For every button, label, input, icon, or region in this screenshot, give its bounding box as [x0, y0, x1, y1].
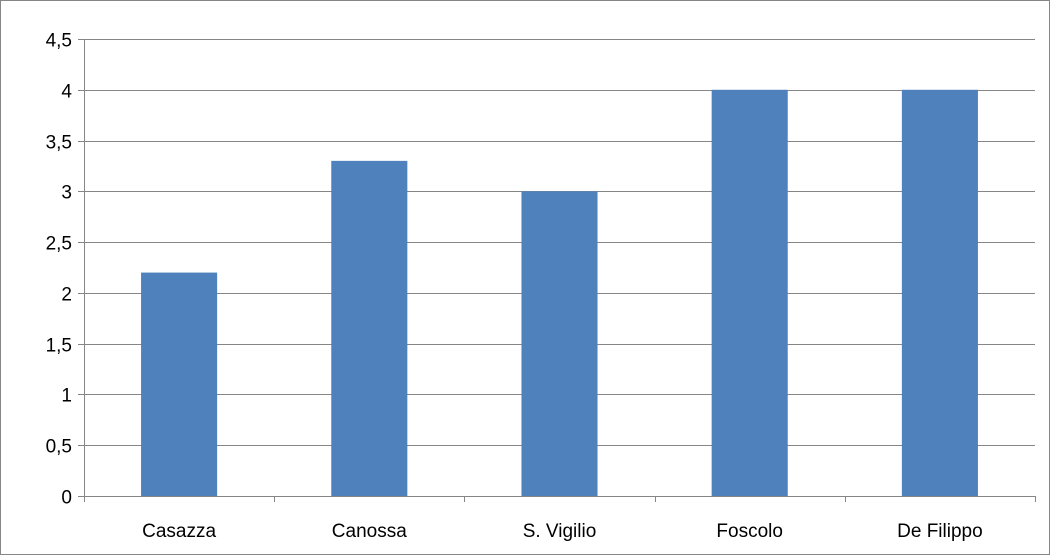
bars [141, 89, 978, 497]
bar [521, 191, 598, 497]
bar [901, 89, 978, 497]
bar [711, 89, 788, 497]
x-category-labels: Casazza Canossa S. Vigilio Foscolo De Filipp… [142, 521, 983, 542]
x-category-label: Casazza [142, 521, 216, 542]
x-category-label: De Filippo [897, 521, 983, 542]
x-category-label: Foscolo [716, 521, 783, 542]
y-tick-label: 1,5 [46, 336, 72, 357]
y-tick-label: 2,5 [46, 234, 72, 255]
x-category-label: S. Vigilio [523, 521, 597, 542]
y-tick-label: 0,5 [46, 437, 72, 458]
y-tick-label: 3,5 [46, 133, 72, 154]
y-tick-label: 1 [61, 386, 72, 407]
y-tick-label: 2 [61, 285, 72, 306]
y-tick-labels: 0 0,5 1 1,5 2 2,5 3 3,5 4 4,5 [46, 31, 73, 509]
y-tick-label: 0 [61, 488, 72, 509]
axes [78, 39, 1036, 502]
bar [331, 160, 408, 496]
bar [141, 272, 218, 496]
y-tick-label: 4,5 [46, 31, 72, 52]
y-tick-label: 4 [61, 82, 72, 103]
y-tick-label: 3 [61, 183, 72, 204]
x-category-label: Canossa [332, 521, 407, 542]
